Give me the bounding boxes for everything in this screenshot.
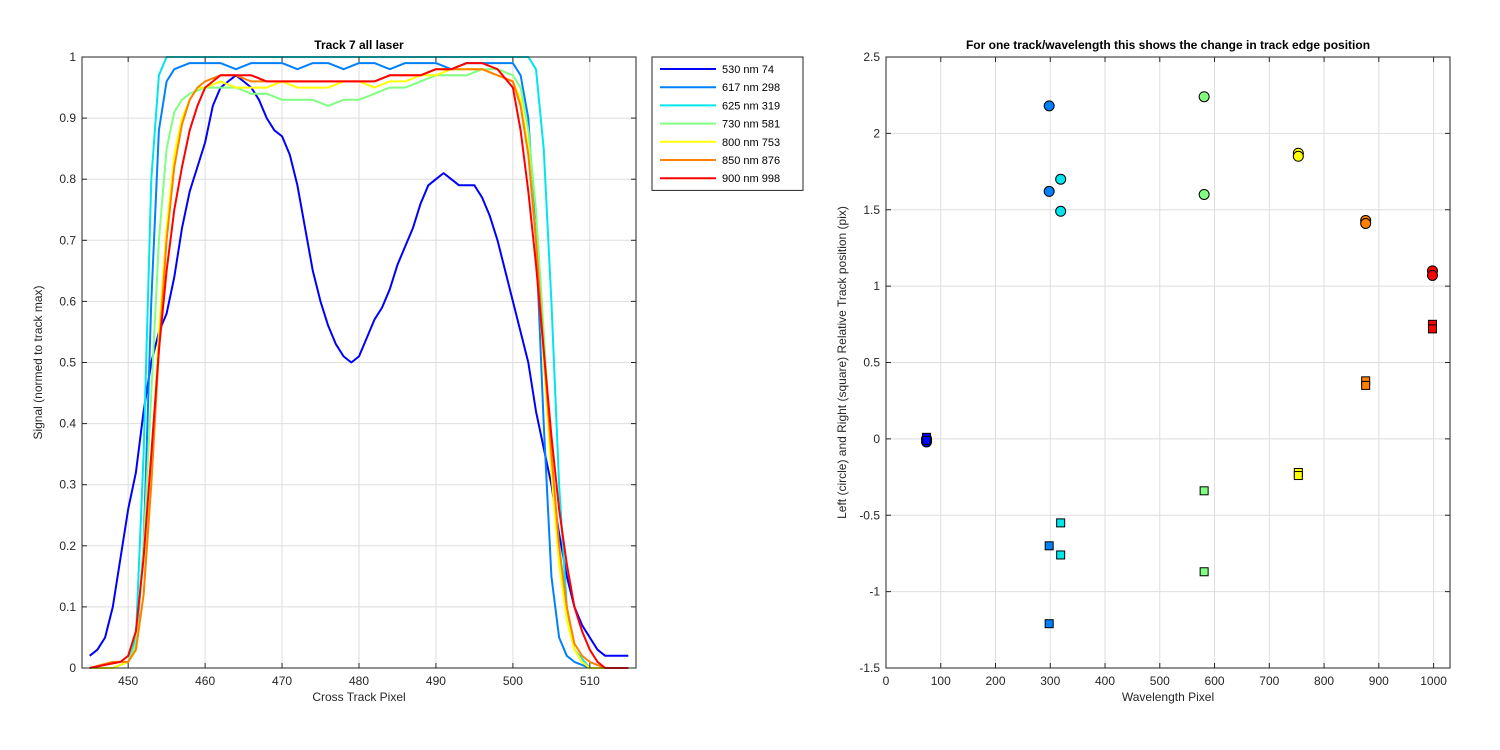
circle-point: [1043, 185, 1055, 197]
y-tick-label: 0.1: [59, 600, 76, 614]
y-tick-label: -0.5: [859, 508, 880, 522]
x-tick-label: 470: [272, 674, 292, 688]
y-tick-label: -1.5: [859, 661, 880, 675]
y-tick-label: 1.5: [863, 203, 880, 217]
x-tick-label: 500: [1150, 674, 1170, 688]
circle-point: [1055, 173, 1067, 185]
x-tick-label: 100: [931, 674, 951, 688]
x-tick-label: 700: [1259, 674, 1279, 688]
x-tick-label: 490: [426, 674, 446, 688]
series-line-6: [89, 62, 629, 669]
x-tick-label: 500: [503, 674, 523, 688]
x-axis-label: Wavelength Pixel: [1122, 690, 1214, 704]
legend-entry: 625 nm 319: [722, 100, 780, 112]
circle-point: [1198, 91, 1210, 103]
circle-point: [1055, 205, 1067, 217]
circle-point: [1360, 217, 1372, 229]
square-point: [1044, 541, 1054, 551]
y-tick-label: 0: [69, 661, 76, 675]
legend-entry: 617 nm 298: [722, 82, 780, 94]
x-tick-label: 1000: [1420, 674, 1447, 688]
x-tick-label: 450: [118, 674, 138, 688]
y-tick-label: -1: [869, 585, 880, 599]
x-tick-label: 400: [1095, 674, 1115, 688]
chart-title: Track 7 all laser: [314, 38, 404, 52]
x-tick-label: 0: [883, 674, 890, 688]
x-tick-label: 200: [985, 674, 1005, 688]
square-point: [1056, 550, 1066, 560]
legend-entry: 530 nm 74: [722, 64, 774, 76]
series-lines: [89, 56, 629, 669]
x-tick-label: 480: [349, 674, 369, 688]
y-tick-label: 2: [873, 126, 880, 140]
y-tick-label: 1: [873, 279, 880, 293]
y-tick-label: 0.8: [59, 172, 76, 186]
y-tick-label: 0.6: [59, 294, 76, 308]
y-axis-label: Left (circle) and Right (square) Relativ…: [835, 206, 849, 519]
square-point: [1056, 518, 1066, 528]
square-point: [1044, 619, 1054, 629]
legend-entry: 900 nm 998: [722, 173, 780, 185]
square-point: [1293, 471, 1303, 481]
y-tick-label: 1: [69, 50, 76, 64]
legend: 530 nm 74 617 nm 298 625 nm 319 730 nm 581 8…: [651, 56, 804, 191]
square-point: [1427, 324, 1437, 334]
x-tick-label: 600: [1205, 674, 1225, 688]
x-tick-label: 300: [1040, 674, 1060, 688]
square-point: [1199, 486, 1209, 496]
legend-entry: 730 nm 581: [722, 119, 780, 131]
tick-labels: 0 100 200 300 400 500 600 700 800 900 1000 -1.5 -1 -0…: [859, 50, 1450, 688]
x-tick-label: 510: [580, 674, 600, 688]
chart-title: For one track/wavelength this shows the …: [966, 38, 1370, 52]
legend-entry: 850 nm 876: [722, 155, 780, 167]
series-line-0: [89, 74, 629, 657]
x-tick-label: 900: [1369, 674, 1389, 688]
square-point: [1361, 380, 1371, 390]
legend-entry: 800 nm 753: [722, 137, 780, 149]
y-axis-label: Signal (normed to track max): [31, 285, 45, 439]
circle-point: [1426, 269, 1438, 281]
y-tick-label: 0.7: [59, 233, 76, 247]
y-tick-label: 0.5: [59, 356, 76, 370]
scatter-chart: 0 100 200 300 400 500 600 700 800 900 1000 -1.5 -1 -0…: [835, 38, 1451, 704]
y-tick-label: 0.5: [863, 356, 880, 370]
x-tick-label: 460: [195, 674, 215, 688]
square-point: [922, 435, 932, 445]
x-tick-label: 800: [1314, 674, 1334, 688]
y-tick-label: 0.3: [59, 478, 76, 492]
y-tick-label: 2.5: [863, 50, 880, 64]
line-chart: 450 460 470 480 490 500 510 0 0.1 0.2 0.3 0.4 0.5 0.6…: [31, 38, 804, 704]
y-tick-label: 0.4: [59, 417, 76, 431]
circle-point: [1198, 188, 1210, 200]
y-tick-label: 0.2: [59, 539, 76, 553]
scatter-points: [921, 91, 1438, 629]
tick-labels: 450 460 470 480 490 500 510 0 0.1 0.2 0.3 0.4 0.5 0.6…: [59, 50, 636, 688]
square-point: [1199, 567, 1209, 577]
x-axis-label: Cross Track Pixel: [312, 690, 405, 704]
y-tick-label: 0: [873, 432, 880, 446]
circle-point: [1292, 150, 1304, 162]
series-line-1: [89, 62, 629, 669]
circle-point: [1043, 100, 1055, 112]
y-tick-label: 0.9: [59, 111, 76, 125]
